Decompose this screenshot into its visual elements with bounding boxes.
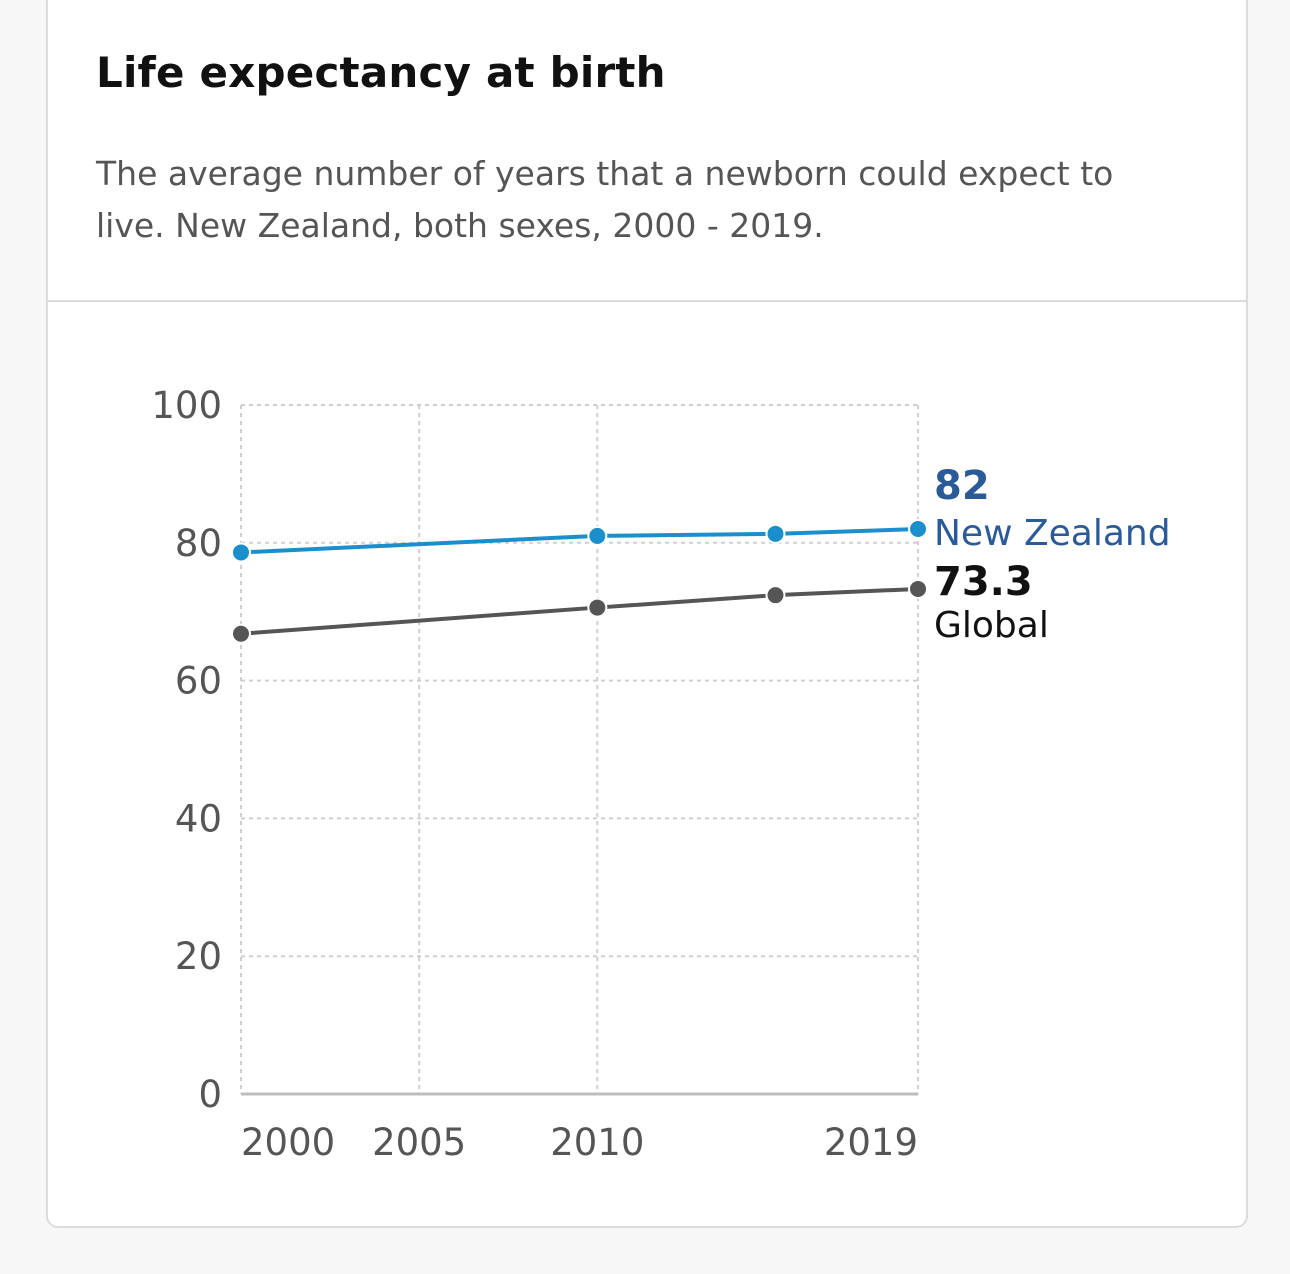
end-value-global: 73.3 — [934, 559, 1033, 605]
data-point-new-zealand[interactable] — [765, 523, 786, 544]
series-label-new-zealand: New Zealand — [934, 513, 1171, 554]
series-line-global — [240, 586, 919, 636]
data-point-new-zealand[interactable] — [231, 542, 251, 563]
y-tick-label: 40 — [175, 797, 222, 840]
x-tick-label: 2010 — [550, 1121, 644, 1164]
data-point-new-zealand[interactable] — [908, 519, 928, 540]
y-tick-label: 100 — [151, 384, 222, 427]
chart-title: Life expectancy at birth — [96, 48, 666, 97]
data-point-global[interactable] — [765, 585, 786, 606]
data-point-global[interactable] — [231, 623, 251, 644]
chart-series — [231, 519, 928, 644]
x-tick-label: 2000 — [241, 1121, 335, 1164]
series-line-new-zealand — [240, 527, 919, 555]
data-point-global[interactable] — [587, 597, 608, 618]
chart-grid — [240, 404, 919, 1094]
chart-axes: 0 20 40 60 80 100 2000 2005 2010 2019 — [151, 384, 918, 1164]
y-tick-label: 20 — [175, 935, 222, 978]
chart-subtitle: The average number of years that a newbo… — [96, 154, 1114, 245]
series-label-global: Global — [934, 605, 1049, 646]
x-tick-label: 2019 — [824, 1121, 918, 1164]
data-point-global[interactable] — [908, 578, 928, 599]
data-point-new-zealand[interactable] — [587, 525, 608, 546]
card-header: Life expectancy at birth The average num… — [48, 0, 1246, 302]
y-tick-label: 0 — [198, 1073, 222, 1116]
y-tick-label: 60 — [175, 660, 222, 703]
chart-card: Life expectancy at birth The average num… — [46, 0, 1248, 1228]
x-tick-label: 2005 — [372, 1121, 466, 1164]
end-value-new-zealand: 82 — [934, 463, 990, 509]
y-tick-label: 80 — [175, 522, 222, 565]
